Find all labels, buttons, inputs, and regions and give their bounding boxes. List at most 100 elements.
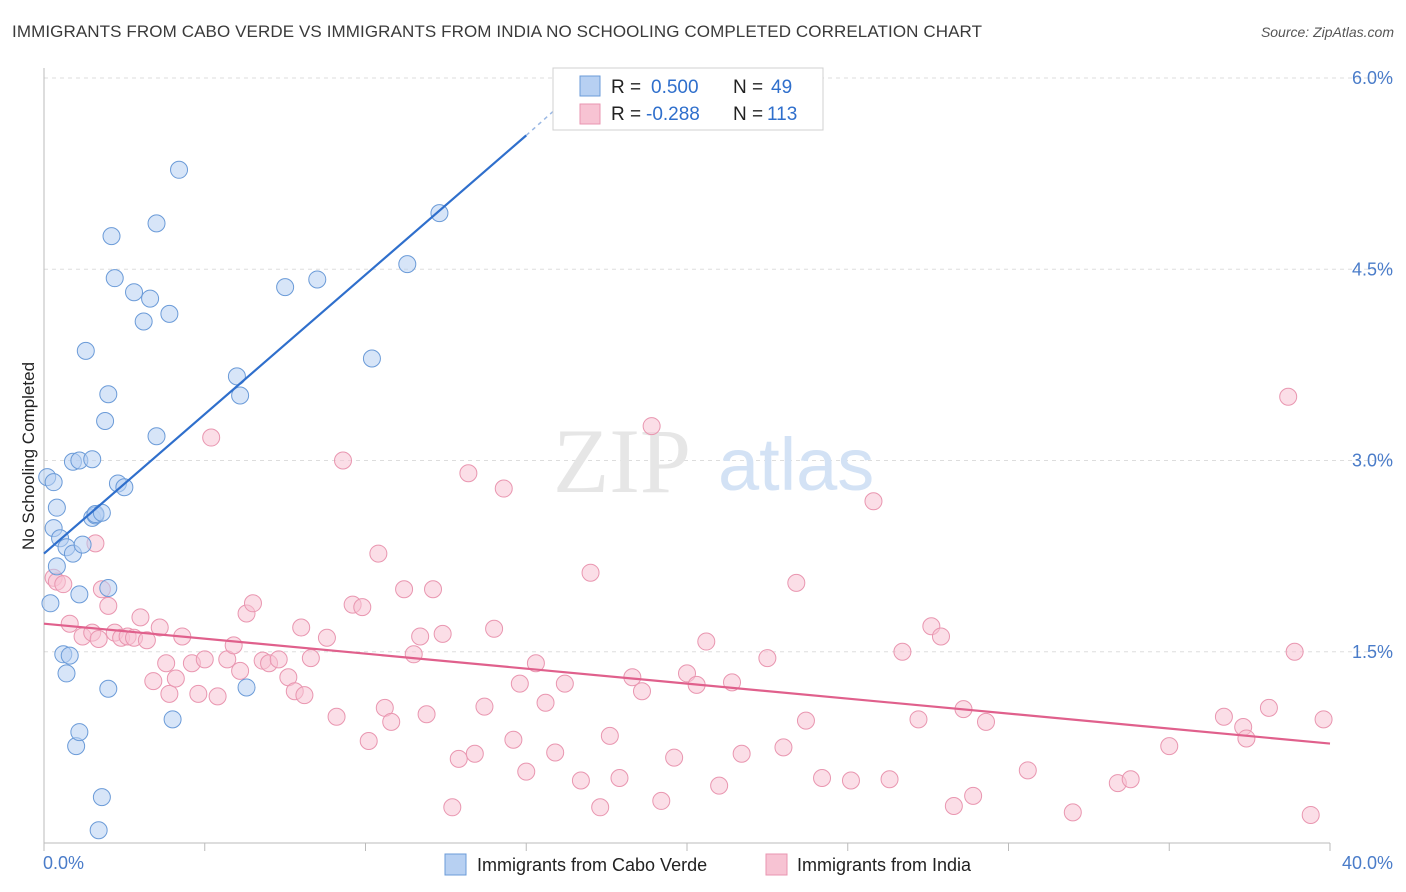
stats-swatch-blue	[579, 75, 601, 97]
india-point	[555, 674, 574, 693]
india-point	[976, 712, 995, 731]
india-point	[517, 762, 536, 781]
stats-r-value-1: 0.500	[651, 77, 699, 98]
y-tick-label: 4.5%	[1352, 259, 1393, 279]
india-point	[880, 770, 899, 789]
india-point	[137, 631, 156, 650]
india-point	[317, 628, 336, 647]
cabo-verde-point	[163, 710, 182, 729]
cabo-verde-point	[134, 312, 153, 331]
cabo-verde-point	[105, 269, 124, 288]
india-point	[382, 712, 401, 731]
india-point	[353, 598, 372, 617]
india-point	[909, 710, 928, 729]
cabo-verde-point	[70, 585, 89, 604]
india-point	[157, 654, 176, 673]
india-point	[571, 771, 590, 790]
india-point	[546, 743, 565, 762]
legend-swatch-cabo-verde[interactable]	[444, 853, 467, 876]
cabo-verde-point	[70, 723, 89, 742]
chart-title: IMMIGRANTS FROM CABO VERDE VS IMMIGRANTS…	[12, 22, 983, 41]
india-point	[166, 669, 185, 688]
india-point	[224, 636, 243, 655]
cabo-verde-point	[160, 304, 179, 323]
stats-n-value-1: 49	[771, 77, 792, 98]
india-point	[1259, 698, 1278, 717]
stats-r-label-1: R =	[611, 77, 641, 98]
india-point	[465, 744, 484, 763]
y-tick-label: 3.0%	[1352, 451, 1393, 471]
india-point	[944, 797, 963, 816]
cabo-verde-point	[60, 646, 79, 665]
india-point	[931, 627, 950, 646]
india-point	[359, 732, 378, 750]
cabo-verde-point	[89, 821, 108, 840]
watermark-zip: ZIP	[553, 410, 691, 512]
cabo-verde-point	[92, 788, 111, 807]
india-point	[1063, 803, 1082, 822]
india-point	[269, 650, 288, 669]
india-point	[404, 645, 423, 664]
legend-label-cabo-verde[interactable]: Immigrants from Cabo Verde	[477, 855, 707, 875]
x-tick-label: 40.0%	[1342, 853, 1393, 873]
india-point	[411, 627, 430, 646]
stats-n-label-1: N =	[733, 77, 763, 98]
india-point	[150, 618, 169, 637]
grid-lines	[44, 77, 1392, 653]
india-point	[964, 786, 983, 805]
source-credit: Source: ZipAtlas.com	[1260, 24, 1394, 40]
india-point	[787, 573, 806, 592]
cabo-verde-point	[276, 278, 295, 297]
cabo-verde-point	[115, 478, 134, 497]
india-point	[600, 726, 619, 745]
cabo-verde-point	[102, 227, 121, 246]
india-point	[665, 748, 684, 767]
india-point	[243, 594, 262, 613]
axes: 1.5% 3.0% 4.5% 6.0% 0.0% 40.0%	[43, 68, 1393, 873]
cabo-verde-point	[430, 204, 449, 223]
india-point	[195, 650, 214, 669]
cabo-verde-point	[99, 579, 118, 597]
india-point	[231, 661, 250, 680]
india-point	[295, 686, 314, 705]
india-point	[732, 744, 751, 763]
x-tick-label: 0.0%	[43, 853, 84, 873]
india-point	[433, 624, 452, 643]
watermark-atlas: atlas	[718, 423, 874, 506]
india-point	[504, 730, 523, 749]
cabo-verde-trend-line	[43, 134, 527, 555]
india-point	[796, 711, 815, 730]
stats-r-value-2: -0.288	[646, 104, 700, 125]
india-point	[1160, 737, 1179, 756]
cabo-verde-point	[41, 594, 60, 613]
india-point	[208, 687, 227, 706]
cabo-verde-point	[398, 255, 417, 274]
india-point	[1314, 710, 1333, 729]
cabo-verde-point	[147, 427, 166, 446]
legend-swatch-india[interactable]	[765, 853, 788, 876]
india-point	[459, 464, 478, 483]
india-point	[99, 596, 118, 615]
india-point	[813, 768, 832, 787]
india-point	[610, 768, 629, 787]
india-point	[893, 642, 912, 661]
india-point	[189, 684, 208, 703]
india-point	[758, 649, 777, 668]
cabo-verde-point	[362, 349, 381, 368]
y-tick-label: 1.5%	[1352, 642, 1393, 662]
cabo-verde-point	[170, 160, 189, 179]
stats-n-value-2: 113	[767, 104, 797, 125]
stats-swatch-pink	[579, 103, 601, 125]
india-point	[1214, 707, 1233, 726]
cabo-verde-point	[237, 678, 256, 697]
legend-label-india[interactable]: Immigrants from India	[797, 855, 972, 875]
cabo-verde-point	[141, 289, 160, 308]
india-point	[333, 451, 352, 470]
stats-box: R = 0.500 N = 49 R = -0.288 N = 113	[552, 67, 824, 131]
cabo-verde-point	[125, 283, 144, 302]
india-point	[1285, 642, 1304, 661]
india-point	[292, 618, 311, 637]
india-point	[485, 619, 504, 638]
cabo-verde-point	[73, 535, 92, 554]
india-point	[1301, 805, 1320, 824]
